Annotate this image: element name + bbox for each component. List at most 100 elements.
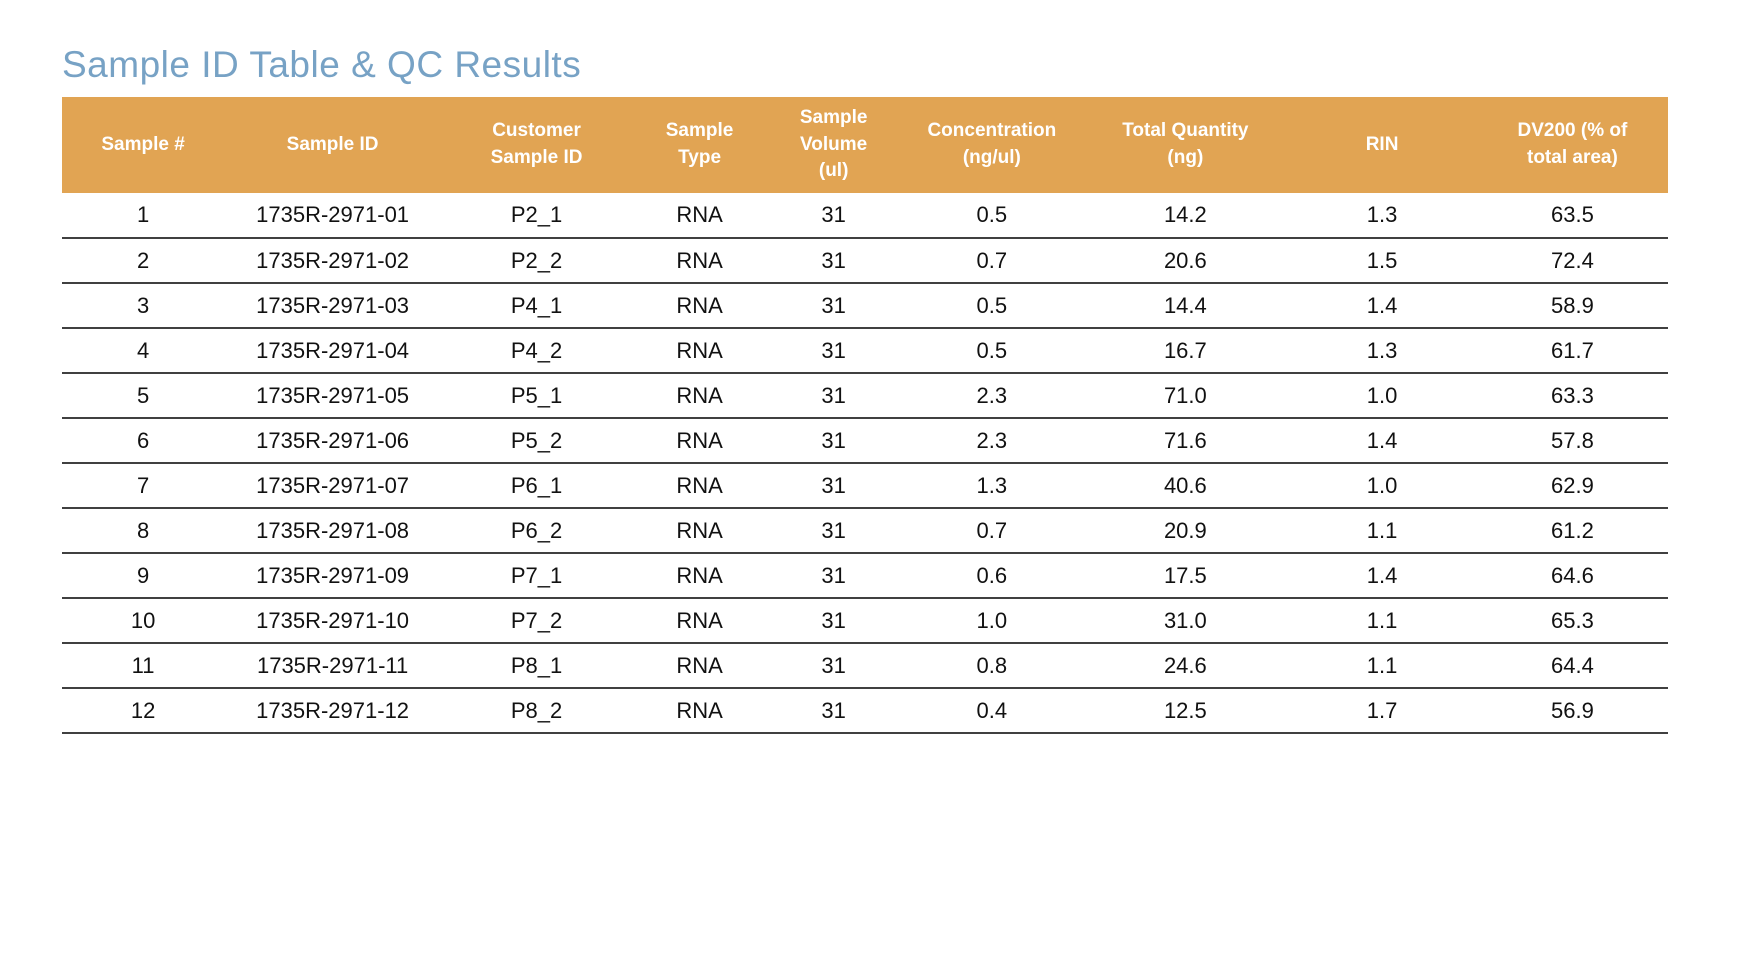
table-cell: 0.5 (900, 328, 1084, 374)
table-cell: P8_2 (441, 688, 633, 734)
table-cell: P4_2 (441, 328, 633, 374)
table-cell: 31 (767, 373, 901, 419)
table-cell: 0.8 (900, 643, 1084, 689)
table-cell: 1.1 (1287, 643, 1477, 689)
table-cell: P2_1 (441, 193, 633, 239)
table-row: 11 1735R-2971-11 P8_1 RNA 31 0.8 24.6 1.1 64.4 (62, 643, 1668, 689)
table-cell: 4 (62, 328, 225, 374)
table-cell: P2_2 (441, 238, 633, 284)
table-cell: P7_1 (441, 553, 633, 599)
table-cell: 31 (767, 688, 901, 734)
table-cell: 2.3 (900, 418, 1084, 464)
table-cell: 31 (767, 553, 901, 599)
table-cell: 63.5 (1476, 193, 1668, 239)
table-cell: 31 (767, 598, 901, 644)
table-row: 2 1735R-2971-02 P2_2 RNA 31 0.7 20.6 1.5 72.4 (62, 238, 1668, 284)
page-title: Sample ID Table & QC Results (62, 44, 582, 85)
table-row: 3 1735R-2971-03 P4_1 RNA 31 0.5 14.4 1.4 58.9 (62, 283, 1668, 329)
table-cell: RNA (632, 643, 767, 689)
table-cell: P4_1 (441, 283, 633, 329)
column-header-customer-sample-id: Customer Sample ID (441, 97, 633, 193)
table-cell: RNA (632, 688, 767, 734)
table-cell: 1.0 (900, 598, 1084, 644)
table-cell: RNA (632, 193, 767, 239)
table-cell: P6_1 (441, 463, 633, 509)
table-row: 7 1735R-2971-07 P6_1 RNA 31 1.3 40.6 1.0 62.9 (62, 463, 1668, 509)
table-cell: 0.5 (900, 193, 1084, 239)
table-cell: 31 (767, 463, 901, 509)
table-cell: 12.5 (1083, 688, 1288, 734)
table-cell: 1.0 (1287, 373, 1477, 419)
table-cell: RNA (632, 463, 767, 509)
table-cell: 31 (767, 328, 901, 374)
table-cell: 8 (62, 508, 225, 554)
table-cell: 62.9 (1476, 463, 1668, 509)
table-row: 5 1735R-2971-05 P5_1 RNA 31 2.3 71.0 1.0 63.3 (62, 373, 1668, 419)
table-cell: 20.9 (1083, 508, 1288, 554)
table-cell: 1 (62, 193, 225, 239)
table-row: 12 1735R-2971-12 P8_2 RNA 31 0.4 12.5 1.7 56.9 (62, 688, 1668, 734)
table-cell: 31.0 (1083, 598, 1288, 644)
table-cell: 65.3 (1476, 598, 1668, 644)
table-cell: 40.6 (1083, 463, 1288, 509)
table-cell: 1735R-2971-07 (224, 463, 441, 509)
table-cell: 1735R-2971-06 (224, 418, 441, 464)
table-cell: RNA (632, 598, 767, 644)
table-cell: RNA (632, 373, 767, 419)
table-cell: 10 (62, 598, 225, 644)
table-cell: 1.0 (1287, 463, 1477, 509)
table-cell: 31 (767, 193, 901, 239)
table-cell: 71.6 (1083, 418, 1288, 464)
table-cell: 1.3 (1287, 328, 1477, 374)
table-cell: 0.4 (900, 688, 1084, 734)
table-cell: 5 (62, 373, 225, 419)
table-cell: 17.5 (1083, 553, 1288, 599)
table-cell: 72.4 (1476, 238, 1668, 284)
table-cell: 61.7 (1476, 328, 1668, 374)
table-cell: 1735R-2971-04 (224, 328, 441, 374)
table-cell: 3 (62, 283, 225, 329)
table-row: 8 1735R-2971-08 P6_2 RNA 31 0.7 20.9 1.1 61.2 (62, 508, 1668, 554)
table-cell: RNA (632, 418, 767, 464)
table-cell: 0.7 (900, 238, 1084, 284)
table-cell: 63.3 (1476, 373, 1668, 419)
table-cell: 1735R-2971-12 (224, 688, 441, 734)
table-cell: RNA (632, 238, 767, 284)
table-cell: 1.4 (1287, 418, 1477, 464)
table-cell: 11 (62, 643, 225, 689)
table-cell: 6 (62, 418, 225, 464)
table-cell: 1735R-2971-03 (224, 283, 441, 329)
table-cell: P7_2 (441, 598, 633, 644)
table-cell: 64.4 (1476, 643, 1668, 689)
table-cell: 9 (62, 553, 225, 599)
table-cell: 14.4 (1083, 283, 1288, 329)
table-cell: 31 (767, 643, 901, 689)
table-cell: 0.6 (900, 553, 1084, 599)
table-cell: 1735R-2971-11 (224, 643, 441, 689)
table-cell: 12 (62, 688, 225, 734)
table-cell: 0.7 (900, 508, 1084, 554)
table-header: Sample # Sample ID Customer Sample ID Sa… (62, 97, 1668, 193)
table-cell: P5_1 (441, 373, 633, 419)
table-cell: RNA (632, 328, 767, 374)
table-cell: 14.2 (1083, 193, 1288, 239)
table-row: 6 1735R-2971-06 P5_2 RNA 31 2.3 71.6 1.4 57.8 (62, 418, 1668, 464)
table-row: 4 1735R-2971-04 P4_2 RNA 31 0.5 16.7 1.3 61.7 (62, 328, 1668, 374)
table-cell: 24.6 (1083, 643, 1288, 689)
table-cell: 31 (767, 418, 901, 464)
column-header-sample-number: Sample # (62, 97, 225, 193)
table-cell: 1.4 (1287, 553, 1477, 599)
table-cell: 71.0 (1083, 373, 1288, 419)
table-row: 10 1735R-2971-10 P7_2 RNA 31 1.0 31.0 1.1 65.3 (62, 598, 1668, 644)
table-row: 1 1735R-2971-01 P2_1 RNA 31 0.5 14.2 1.3 63.5 (62, 193, 1668, 239)
table-cell: 1.7 (1287, 688, 1477, 734)
table-row: 9 1735R-2971-09 P7_1 RNA 31 0.6 17.5 1.4 64.6 (62, 553, 1668, 599)
column-header-total-quantity: Total Quantity (ng) (1083, 97, 1288, 193)
table-cell: 16.7 (1083, 328, 1288, 374)
table-cell: 20.6 (1083, 238, 1288, 284)
column-header-sample-id: Sample ID (224, 97, 441, 193)
table-cell: 56.9 (1476, 688, 1668, 734)
table-cell: 57.8 (1476, 418, 1668, 464)
table-cell: 1.4 (1287, 283, 1477, 329)
